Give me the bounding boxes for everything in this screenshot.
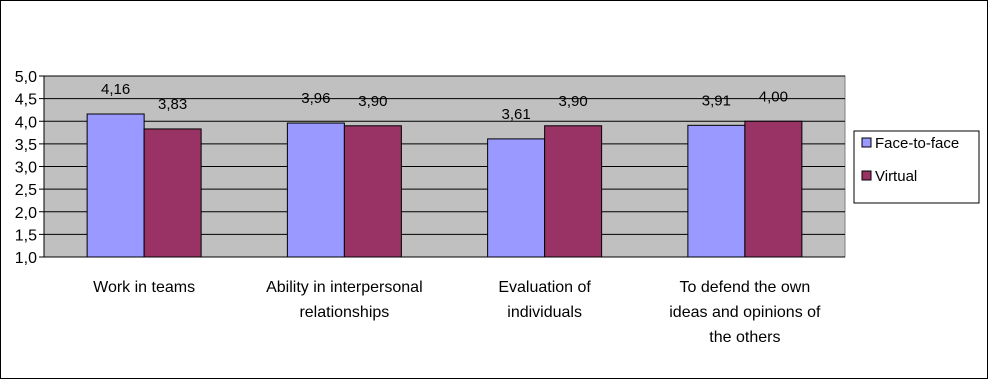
y-tick-label: 4,0 xyxy=(15,114,37,131)
data-label: 3,96 xyxy=(301,90,330,107)
data-label: 4,16 xyxy=(101,81,130,98)
y-tick-label: 3,5 xyxy=(15,137,37,154)
category-label: the others xyxy=(709,329,780,346)
bar-virtual xyxy=(544,125,603,258)
data-label: 3,61 xyxy=(502,106,531,123)
y-tick-label: 1,5 xyxy=(15,227,37,244)
category-label: Work in teams xyxy=(93,279,195,296)
y-tick-label: 2,0 xyxy=(15,205,37,222)
y-tick-label: 1,0 xyxy=(15,250,37,267)
bar-face-to-face xyxy=(687,124,746,258)
bar-virtual xyxy=(744,120,803,258)
legend: Face-to-face Virtual xyxy=(853,130,980,204)
category-label: individuals xyxy=(507,304,582,321)
legend-swatch xyxy=(861,137,872,148)
y-tick-label: 3,0 xyxy=(15,160,37,177)
y-tick-label: 2,5 xyxy=(15,182,37,199)
bar-face-to-face xyxy=(286,122,345,258)
category-label: To defend the own xyxy=(679,279,810,296)
bar-face-to-face xyxy=(86,113,145,258)
legend-swatch xyxy=(861,170,872,181)
legend-box xyxy=(853,130,980,204)
category-label: ideas and opinions of xyxy=(669,304,821,321)
data-label: 3,90 xyxy=(358,93,387,110)
bar-virtual xyxy=(343,125,402,258)
y-tick-label: 4,5 xyxy=(15,92,37,109)
data-label: 3,90 xyxy=(559,93,588,110)
category-label: Ability in interpersonal xyxy=(266,279,423,296)
bar-face-to-face xyxy=(487,138,546,258)
category-labels: Work in teams Ability in interpersonal rel… xyxy=(93,279,821,346)
bar-virtual xyxy=(143,128,202,258)
y-tick-label: 5,0 xyxy=(15,69,37,86)
category-label: Evaluation of xyxy=(498,279,591,296)
data-labels: 4,16 3,83 3,96 3,90 3,61 3,90 3,91 4,00 xyxy=(101,81,788,123)
data-label: 4,00 xyxy=(759,88,788,105)
legend-label: Virtual xyxy=(875,168,917,185)
bars xyxy=(86,113,803,258)
category-label: relationships xyxy=(299,304,389,321)
data-label: 3,83 xyxy=(158,96,187,113)
data-label: 3,91 xyxy=(702,92,731,109)
legend-label: Face-to-face xyxy=(875,135,959,152)
